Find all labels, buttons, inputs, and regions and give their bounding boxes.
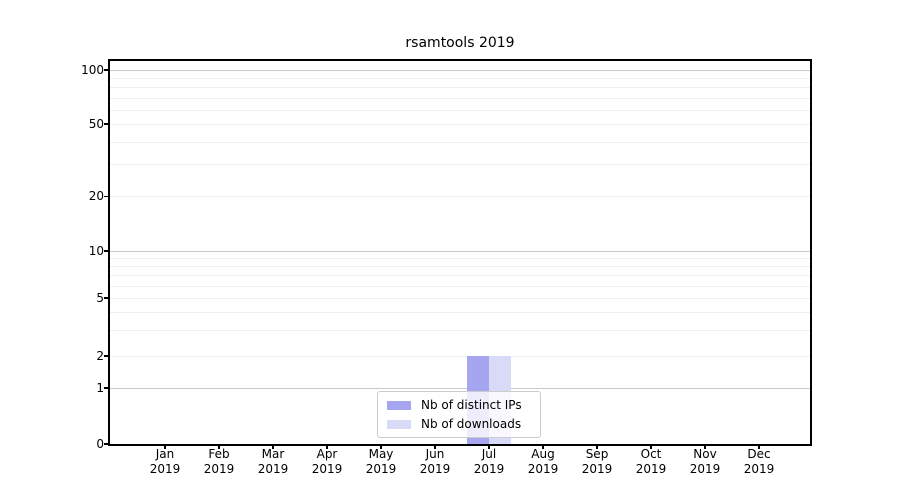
gridline [110,87,810,89]
y-tick-label: 2 [96,349,104,363]
gridline [110,196,810,198]
x-tick-mark [542,444,544,449]
x-tick-mark [164,444,166,449]
x-tick-mark [218,444,220,449]
legend-label: Nb of downloads [421,417,522,431]
y-tick-label: 100 [81,63,104,77]
x-tick-label: May 2019 [365,447,397,476]
gridline [110,298,810,299]
gridline [110,388,810,389]
x-tick-label: Jun 2019 [419,447,451,476]
legend-label: Nb of distinct IPs [421,398,522,412]
legend-item: Nb of distinct IPs [387,398,540,413]
gridline [110,251,810,252]
x-tick-label: Jul 2019 [473,447,505,476]
x-tick-label: Oct 2019 [635,447,667,476]
x-tick-label: Feb 2019 [203,447,235,476]
legend-swatch [387,419,411,429]
y-tick-label: 1 [96,381,104,395]
gridline [110,109,810,111]
gridline [110,70,810,71]
gridline [110,285,810,287]
x-tick-mark [488,444,490,449]
y-tick-label: 10 [88,244,104,258]
gridline [110,164,810,166]
gridline [110,330,810,332]
gridline [110,312,810,314]
x-tick-mark [434,444,436,449]
x-tick-mark [272,444,274,449]
y-tick-mark [104,250,110,252]
legend-item: Nb of downloads [387,417,540,432]
y-tick-label: 5 [96,291,104,305]
x-tick-mark [650,444,652,449]
y-tick-mark [104,355,110,357]
gridline [110,258,810,260]
gridline [110,78,810,80]
x-tick-label: Nov 2019 [689,447,721,476]
x-tick-mark [704,444,706,449]
gridline [110,275,810,277]
x-tick-mark [596,444,598,449]
legend: Nb of distinct IPs Nb of downloads [377,391,541,438]
y-tick-label: 20 [88,189,104,204]
x-tick-label: Jan 2019 [149,447,181,476]
gridline [110,141,810,143]
x-tick-label: Sep 2019 [581,447,613,476]
gridline [110,124,810,125]
x-tick-label: Apr 2019 [311,447,343,476]
x-tick-label: Aug 2019 [527,447,559,476]
legend-swatch [387,400,411,410]
gridline [110,97,810,99]
y-tick-mark [104,387,110,389]
x-tick-label: Mar 2019 [257,447,289,476]
y-tick-mark [104,69,110,71]
x-tick-mark [380,444,382,449]
y-tick-mark [104,195,110,198]
y-tick-mark [104,297,110,299]
x-tick-label: Dec 2019 [743,447,775,476]
y-tick-mark [104,443,110,445]
gridline [110,356,810,357]
y-tick-label: 50 [88,117,104,131]
y-tick-label: 0 [96,437,104,451]
x-tick-mark [326,444,328,449]
chart-title: rsamtools 2019 [405,35,515,51]
x-tick-mark [758,444,760,449]
plot-area [110,61,810,444]
gridline [110,266,810,268]
y-tick-mark [104,123,110,125]
